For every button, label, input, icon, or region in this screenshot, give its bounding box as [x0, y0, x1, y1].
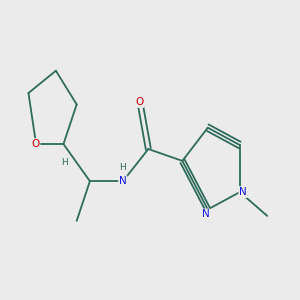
Text: O: O: [135, 97, 144, 107]
Text: N: N: [239, 187, 247, 197]
Text: N: N: [119, 176, 127, 186]
Text: H: H: [61, 158, 68, 167]
Text: O: O: [31, 139, 40, 149]
Text: N: N: [202, 209, 210, 219]
Text: H: H: [119, 163, 126, 172]
